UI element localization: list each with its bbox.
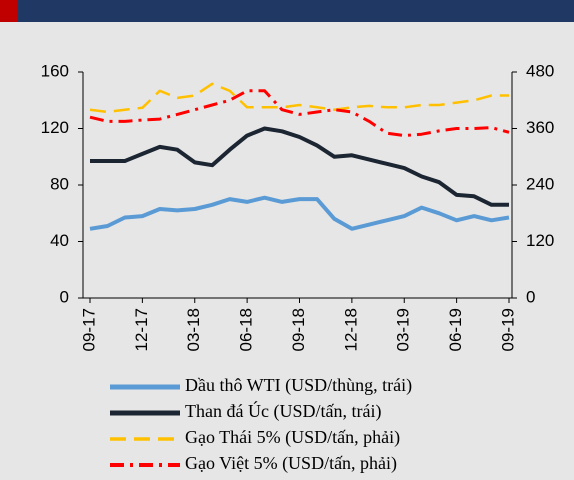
y-tick-label: 40 bbox=[50, 231, 69, 250]
series-line bbox=[89, 89, 510, 138]
x-tick-label: 09-19 bbox=[498, 308, 517, 351]
legend-label: Than đá Úc (USD/tấn, trái) bbox=[185, 400, 381, 422]
x-tick-label: 12-17 bbox=[132, 308, 151, 351]
x-tick-label: 09-17 bbox=[79, 308, 98, 351]
series-line bbox=[89, 82, 509, 114]
header-accent bbox=[0, 0, 18, 22]
y2-tick-label: 120 bbox=[526, 231, 554, 250]
y-tick-label: 120 bbox=[41, 118, 69, 137]
y2-tick-label: 480 bbox=[526, 61, 554, 80]
y2-tick-label: 360 bbox=[526, 118, 554, 137]
y-tick-label: 0 bbox=[60, 287, 69, 306]
y2-tick-label: 0 bbox=[526, 287, 535, 306]
x-tick-label: 06-19 bbox=[446, 308, 465, 351]
series-line bbox=[90, 126, 509, 207]
y-tick-label: 80 bbox=[50, 174, 69, 193]
y2-tick-label: 240 bbox=[526, 174, 554, 193]
legend-label: Gạo Việt 5% (USD/tấn, phải) bbox=[185, 453, 397, 474]
x-tick-label: 03-18 bbox=[184, 308, 203, 351]
series-line bbox=[89, 195, 510, 231]
x-tick-label: 03-19 bbox=[394, 308, 413, 351]
legend-label: Gạo Thái 5% (USD/tấn, phải) bbox=[185, 427, 400, 448]
x-tick-label: 09-18 bbox=[289, 308, 308, 351]
header-band bbox=[0, 0, 574, 22]
x-tick-label: 06-18 bbox=[237, 308, 256, 351]
x-tick-label: 12-18 bbox=[341, 308, 360, 351]
legend-label: Dầu thô WTI (USD/thùng, trái) bbox=[185, 375, 412, 396]
y-tick-label: 160 bbox=[41, 61, 69, 80]
